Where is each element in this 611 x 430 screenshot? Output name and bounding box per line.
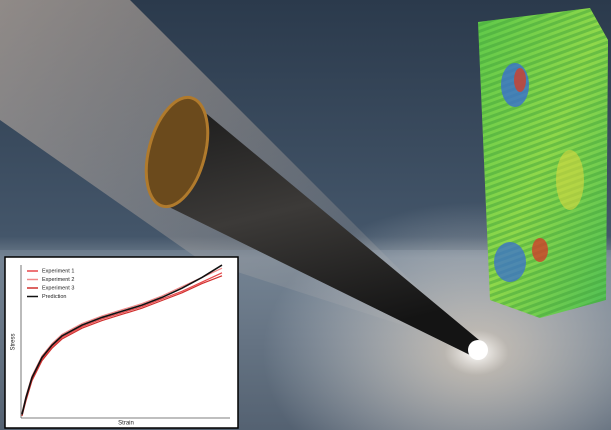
chart-inset: Strain Stress Experiment 1 Experiment 2 Ex… bbox=[5, 257, 238, 428]
page: {"chart_data": {"type": "line", "x_label… bbox=[0, 0, 611, 430]
legend-label: Experiment 1 bbox=[42, 268, 74, 274]
mesh-spot bbox=[532, 238, 548, 262]
mesh-spot bbox=[514, 68, 526, 92]
legend-label: Experiment 2 bbox=[42, 277, 74, 283]
legend-label: Experiment 3 bbox=[42, 285, 74, 291]
mesh-spot bbox=[556, 150, 584, 210]
cone-tip-light bbox=[468, 340, 488, 360]
mesh-spot bbox=[494, 242, 526, 282]
scene: Strain Stress Experiment 1 Experiment 2 Ex… bbox=[0, 0, 611, 430]
legend-label: Prediction bbox=[42, 294, 66, 300]
x-axis-label: Strain bbox=[118, 421, 134, 427]
y-axis-label: Stress bbox=[11, 333, 17, 350]
